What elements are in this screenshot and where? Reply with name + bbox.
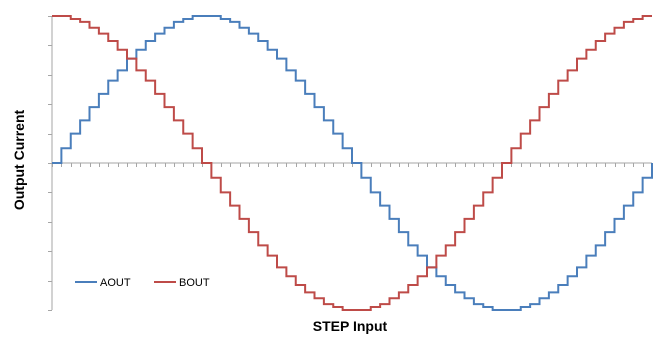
series-line-aout [52,15,653,311]
series-line-bout [52,15,652,311]
legend-label-bout: BOUT [179,277,210,289]
series-layer [52,15,653,311]
axes [48,16,653,311]
y-axis-title: Output Current [11,110,27,211]
legend-label-aout: AOUT [100,277,131,289]
x-axis-title: STEP Input [313,318,388,334]
legend: AOUT BOUT [75,277,210,289]
